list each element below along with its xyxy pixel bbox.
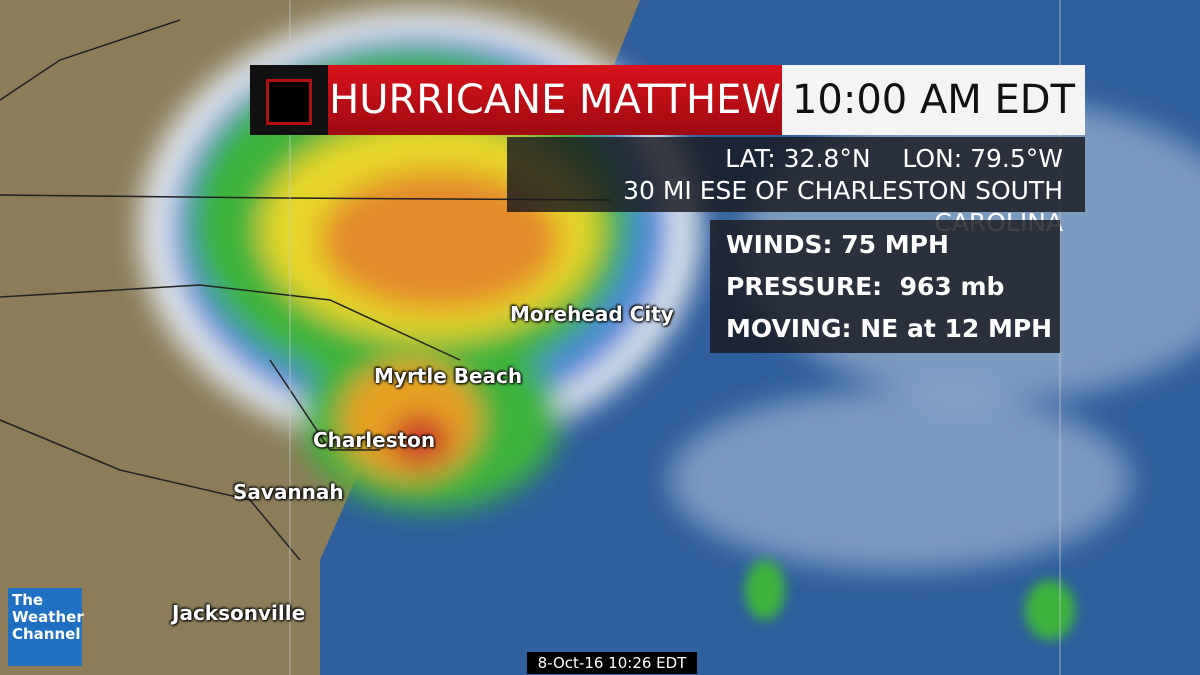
location-description: 30 MI ESE OF CHARLESTON SOUTH CAROLINA <box>623 176 1063 237</box>
pressure: PRESSURE: 963 mb <box>726 272 1005 301</box>
logo-text: The <box>12 591 44 609</box>
city-label: Charleston <box>313 428 436 452</box>
city-label: Morehead City <box>510 302 674 326</box>
logo-text: Channel <box>12 625 81 643</box>
conditions-panel: WINDS: 75 MPH PRESSURE: 963 mb MOVING: N… <box>710 220 1060 353</box>
alert-icon <box>250 65 328 135</box>
timestamp: 8-Oct-16 10:26 EDT <box>527 652 697 674</box>
city-label: Savannah <box>233 480 344 504</box>
moving: MOVING: NE at 12 MPH <box>726 314 1053 343</box>
update-time: 10:00 AM EDT <box>782 65 1085 135</box>
city-label: Jacksonville <box>172 601 306 625</box>
longitude: LON: 79.5°W <box>902 144 1063 173</box>
storm-title: HURRICANE MATTHEW <box>328 65 782 135</box>
location-panel: LAT: 32.8°N LON: 79.5°W 30 MI ESE OF CHA… <box>507 137 1085 237</box>
logo: The Weather Channel <box>8 588 84 666</box>
city-label: Myrtle Beach <box>374 364 523 388</box>
logo-text: Weather <box>12 608 84 626</box>
winds: WINDS: 75 MPH <box>726 230 949 259</box>
latitude: LAT: 32.8°N <box>725 144 871 173</box>
